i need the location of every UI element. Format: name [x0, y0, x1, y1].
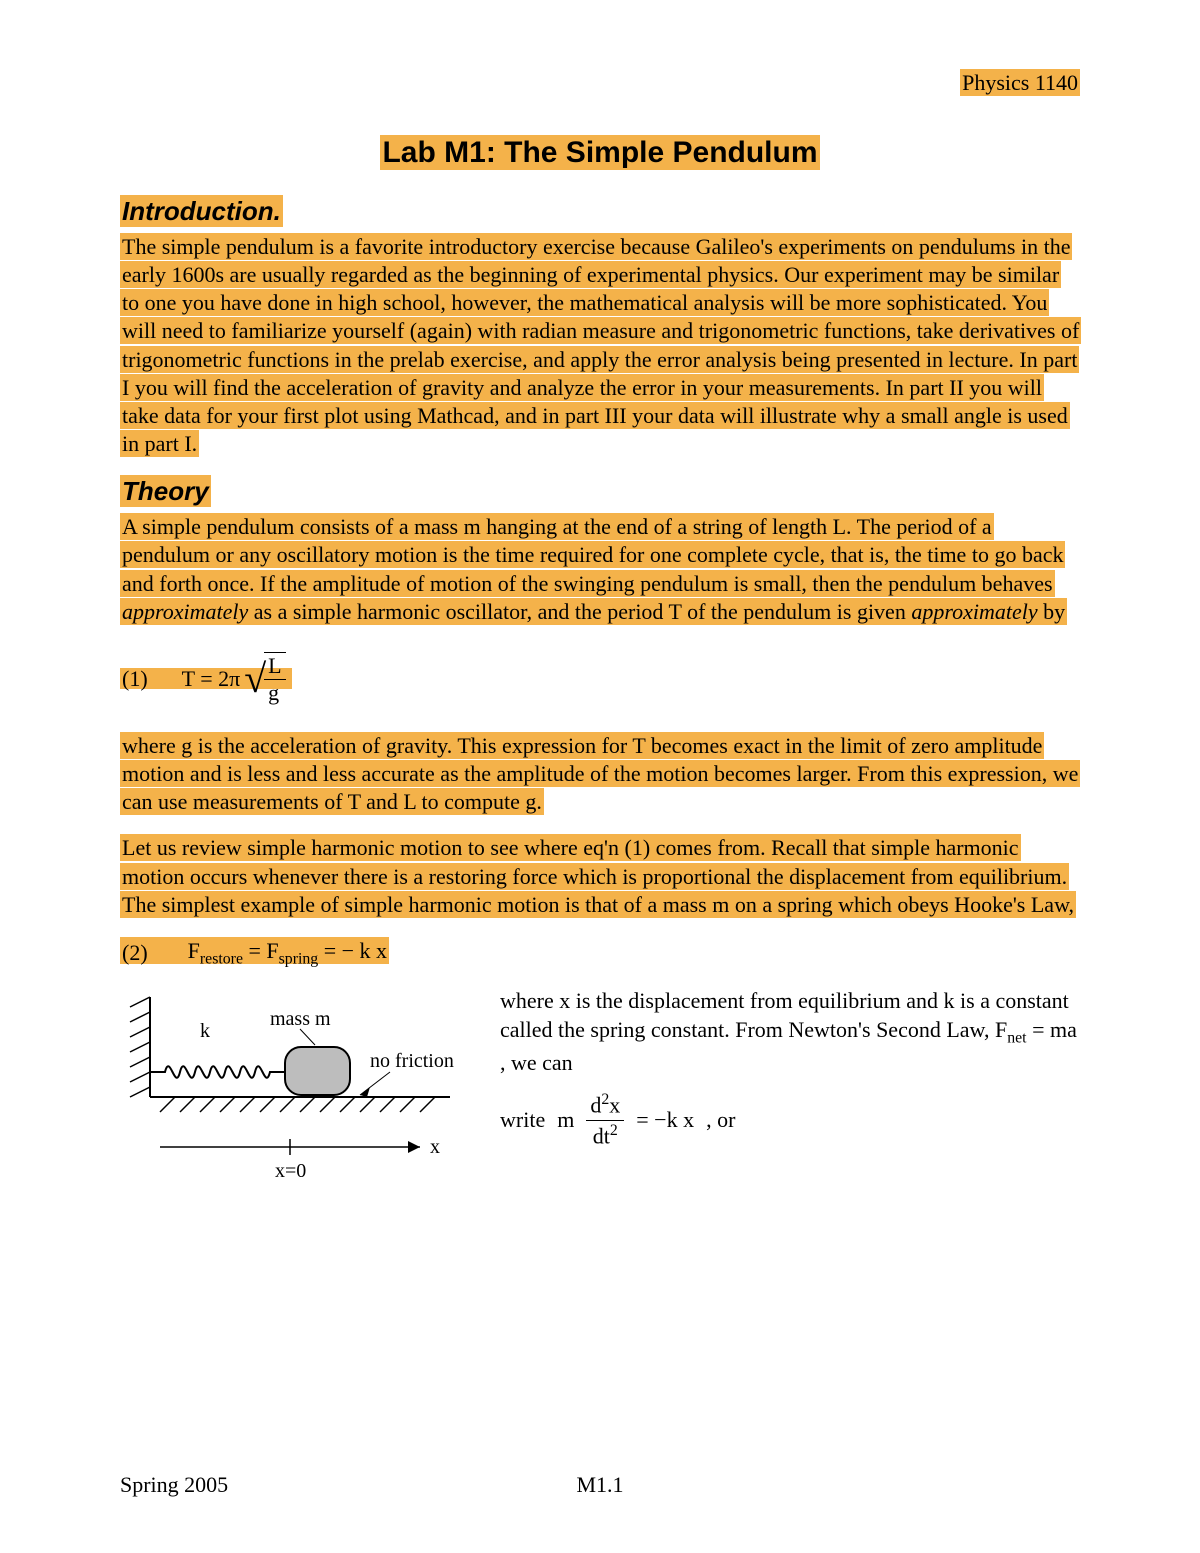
page-footer: Spring 2005 M1.1	[120, 1472, 1080, 1498]
eq1-fraction: L g	[264, 652, 285, 706]
eq1-highlight: (1) T = 2π √ L g	[120, 668, 292, 689]
page-title: Lab M1: The Simple Pendulum	[120, 136, 1080, 170]
eq3-bot-dt: dt	[593, 1123, 610, 1148]
eq2-eq1: = F	[243, 938, 279, 963]
section-head-theory: Theory	[120, 476, 1080, 507]
equation-2: (2) Frestore = Fspring = − k x	[120, 937, 1080, 970]
figure-and-text: k mass m no friction x x=0 where x is th…	[120, 987, 1080, 1197]
page: Physics 1140 Lab M1: The Simple Pendulum…	[0, 0, 1200, 1553]
footer-left: Spring 2005	[120, 1472, 228, 1498]
rc-a: where x is the displacement from equilib…	[500, 988, 1069, 1042]
eq3-bot-sup: 2	[610, 1122, 618, 1139]
approx-1: approximately	[122, 599, 248, 624]
rc-write: write	[500, 1106, 545, 1135]
eq1-number: (1)	[122, 666, 148, 692]
eq2-Fa: F	[188, 938, 200, 963]
spring-mass-figure: k mass m no friction x x=0	[120, 987, 470, 1197]
eq2-highlight: (2) Frestore = Fspring = − k x	[120, 937, 389, 964]
section-head-intro: Introduction.	[120, 196, 1080, 227]
figure-side-text: where x is the displacement from equilib…	[500, 987, 1080, 1150]
eq3-fraction: d2x dt2	[586, 1090, 624, 1151]
theory-paragraph-1: A simple pendulum consists of a mass m h…	[120, 513, 1080, 626]
rc-net: net	[1007, 1029, 1026, 1046]
sqrt-icon: √	[244, 665, 266, 693]
intro-heading: Introduction.	[120, 195, 283, 227]
rc-or: , or	[706, 1106, 735, 1135]
eq3-top-x: x	[609, 1092, 620, 1117]
equation-1: (1) T = 2π √ L g	[120, 652, 1080, 706]
course-header: Physics 1140	[120, 70, 1080, 96]
eq2-rest: = − k x	[318, 938, 387, 963]
eq3-rhs: = −k x	[636, 1106, 694, 1135]
eq2-number: (2)	[122, 939, 148, 967]
eq3-m: m	[557, 1106, 574, 1135]
theory-p1a: A simple pendulum consists of a mass m h…	[122, 514, 1063, 595]
approx-2: approximately	[911, 599, 1037, 624]
spring-figure-svg: k mass m no friction x x=0	[120, 987, 470, 1197]
intro-paragraph: The simple pendulum is a favorite introd…	[120, 233, 1080, 458]
theory-p2: where g is the acceleration of gravity. …	[120, 732, 1080, 815]
eq1-formula: T = 2π √ L g	[182, 652, 286, 706]
intro-body: The simple pendulum is a favorite introd…	[120, 233, 1081, 457]
eq1-lhs: T = 2π	[182, 666, 241, 692]
theory-paragraph-3: Let us review simple harmonic motion to …	[120, 834, 1080, 918]
eq1-frac-top: L	[264, 653, 285, 680]
eq2-sub-spring: spring	[279, 950, 319, 967]
footer-center: M1.1	[576, 1472, 623, 1498]
course-code: Physics 1140	[960, 69, 1080, 96]
fig-label-k: k	[200, 1020, 210, 1042]
eq3-top: d2x	[586, 1090, 624, 1121]
fig-label-nofriction: no friction	[370, 1050, 454, 1072]
eq1-frac-bot: g	[264, 680, 285, 706]
fig-label-x0: x=0	[275, 1160, 306, 1182]
theory-p1c: by	[1038, 599, 1066, 624]
eq3-bot: dt2	[586, 1121, 624, 1151]
theory-p1b: as a simple harmonic oscillator, and the…	[248, 599, 911, 624]
theory-paragraph-2: where g is the acceleration of gravity. …	[120, 732, 1080, 816]
eq2-sub-restore: restore	[200, 950, 243, 967]
theory-heading: Theory	[120, 475, 211, 507]
title-text: Lab M1: The Simple Pendulum	[380, 135, 819, 170]
fig-label-x: x	[430, 1136, 440, 1158]
theory-p1: A simple pendulum consists of a mass m h…	[120, 513, 1067, 624]
theory-p3: Let us review simple harmonic motion to …	[120, 834, 1076, 917]
equation-3: write m d2x dt2 = −k x , or	[500, 1090, 1080, 1151]
eq3-top-d: d	[590, 1092, 601, 1117]
fig-label-mass: mass m	[270, 1008, 331, 1030]
